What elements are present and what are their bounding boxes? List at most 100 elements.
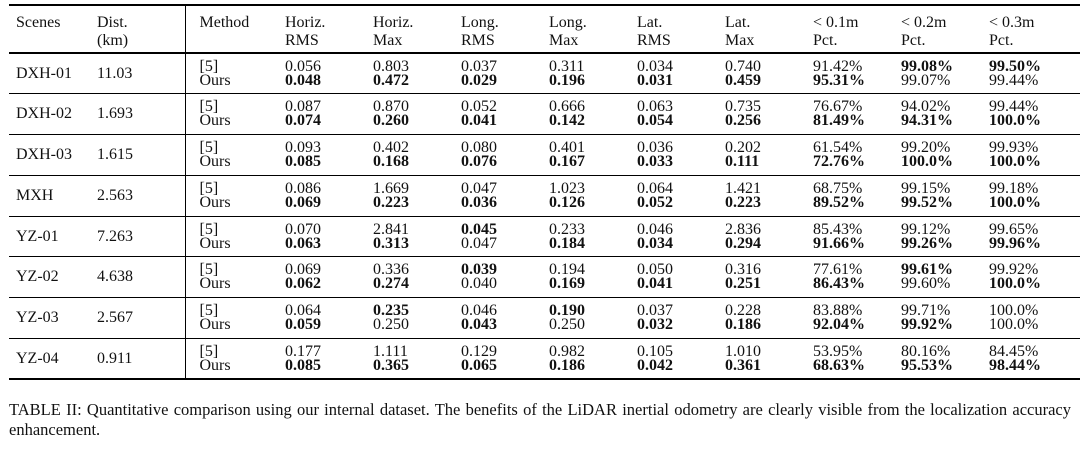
metric-cell: 80.16% 95.53% xyxy=(901,339,989,380)
metric-cell: 0.105 0.042 xyxy=(637,339,725,380)
metric-cell: 0.087 0.074 xyxy=(285,94,373,135)
ours-value: 0.472 xyxy=(373,71,409,89)
method-cell: [5] Ours xyxy=(184,93,285,135)
column-header-line: Method xyxy=(199,14,250,31)
ours-value: 0.294 xyxy=(725,234,761,252)
ours-value: 100.0% xyxy=(989,193,1041,211)
ours-value: 0.365 xyxy=(373,356,409,374)
ours-value: 0.186 xyxy=(549,356,585,374)
baseline-value: 99.61% xyxy=(901,261,953,279)
table-caption: TABLE II: Quantitative comparison using … xyxy=(9,400,1071,439)
baseline-value: 2.836 xyxy=(725,220,761,238)
baseline-value: 80.16% xyxy=(901,342,951,360)
baseline-value: 99.65% xyxy=(989,220,1039,238)
method-label: Ours xyxy=(199,112,231,130)
baseline-value: 0.401 xyxy=(549,138,585,156)
method-label: Ours xyxy=(199,275,231,293)
baseline-value: 0.052 xyxy=(461,98,497,116)
column-header-line: Long. xyxy=(549,14,587,31)
method-cell: [5] Ours xyxy=(184,297,285,339)
ours-value: 89.52% xyxy=(813,193,865,211)
metric-cell: 0.080 0.076 xyxy=(461,135,549,176)
column-header: Lat. RMS xyxy=(637,5,725,53)
metric-cell: 99.92% 100.0% xyxy=(989,257,1080,298)
column-header-line: Max xyxy=(549,32,579,49)
table-header: Scenes Dist. (km) Method Horiz. RMS Horiz. Max L… xyxy=(9,5,1080,53)
column-header-line: < 0.1m xyxy=(813,14,859,31)
ours-value: 0.111 xyxy=(725,152,760,170)
ours-value: 0.036 xyxy=(461,193,497,211)
method-label: [5] xyxy=(199,57,219,75)
metric-cell: 2.841 0.313 xyxy=(373,216,461,257)
baseline-value: 0.037 xyxy=(637,302,673,320)
baseline-value: 91.42% xyxy=(813,57,863,75)
baseline-value: 0.086 xyxy=(285,179,321,197)
metric-cell: 0.063 0.054 xyxy=(637,94,725,135)
column-header-line: Scenes xyxy=(16,14,61,31)
column-header-line: < 0.2m xyxy=(901,14,947,31)
baseline-value: 99.08% xyxy=(901,57,953,75)
method-cell: [5] Ours xyxy=(184,175,285,217)
ours-value: 0.196 xyxy=(549,71,585,89)
metric-cell: 1.111 0.365 xyxy=(373,339,461,380)
method-label: [5] xyxy=(199,138,219,156)
metric-cell: 0.037 0.029 xyxy=(461,53,549,94)
baseline-value: 0.316 xyxy=(725,261,761,279)
metric-cell: 1.023 0.126 xyxy=(549,175,637,216)
metric-cell: 99.12% 99.26% xyxy=(901,216,989,257)
ours-value: 0.041 xyxy=(461,112,497,130)
scene-name: DXH-01 xyxy=(16,64,72,82)
metric-cell: 0.070 0.063 xyxy=(285,216,373,257)
ours-value: 100.0% xyxy=(989,275,1041,293)
metric-cell: 0.034 0.031 xyxy=(637,53,725,94)
ours-value: 0.085 xyxy=(285,152,321,170)
ours-value: 0.186 xyxy=(725,316,761,334)
column-header: Long. RMS xyxy=(461,5,549,53)
baseline-value: 0.063 xyxy=(637,98,673,116)
column-header: < 0.2m Pct. xyxy=(901,5,989,53)
metric-cell: 0.740 0.459 xyxy=(725,53,813,94)
table-row: YZ-02 4.638 [5] Ours 0.069 0.062 0.336 0.274 0.0… xyxy=(9,256,1080,298)
method-label: Ours xyxy=(199,356,231,374)
ours-value: 99.26% xyxy=(901,234,953,252)
ours-value: 95.31% xyxy=(813,71,865,89)
baseline-value: 0.087 xyxy=(285,98,321,116)
distance-value: 0.911 xyxy=(97,349,133,367)
column-header-line: Pct. xyxy=(813,32,838,49)
ours-value: 100.0% xyxy=(989,112,1041,130)
metric-cell: 99.18% 100.0% xyxy=(989,175,1080,216)
baseline-value: 94.02% xyxy=(901,98,951,116)
baseline-value: 0.177 xyxy=(285,342,321,360)
metric-cell: 0.064 0.059 xyxy=(285,298,373,339)
baseline-value: 83.88% xyxy=(813,302,863,320)
column-header-line: Max xyxy=(373,32,403,49)
ours-value: 68.63% xyxy=(813,356,865,374)
ours-value: 0.065 xyxy=(461,356,497,374)
ours-value: 0.361 xyxy=(725,356,761,374)
metric-cell: 1.421 0.223 xyxy=(725,175,813,216)
baseline-value: 99.15% xyxy=(901,179,951,197)
metric-cell: 0.056 0.048 xyxy=(285,53,373,94)
metric-cell: 0.036 0.033 xyxy=(637,135,725,176)
method-cell: [5] Ours xyxy=(184,134,285,176)
metric-cell: 0.233 0.184 xyxy=(549,216,637,257)
ours-value: 0.063 xyxy=(285,234,321,252)
metric-cell: 99.50% 99.44% xyxy=(989,53,1080,94)
metric-cell: 0.316 0.251 xyxy=(725,257,813,298)
ours-value: 0.250 xyxy=(549,316,585,334)
baseline-value: 0.047 xyxy=(461,179,497,197)
column-header: < 0.1m Pct. xyxy=(813,5,901,53)
ours-value: 0.074 xyxy=(285,112,321,130)
ours-value: 86.43% xyxy=(813,275,865,293)
scene-name: YZ-02 xyxy=(16,268,59,286)
column-header-line: Horiz. xyxy=(285,14,326,31)
baseline-value: 0.982 xyxy=(549,342,585,360)
ours-value: 0.033 xyxy=(637,152,673,170)
scene-name: MXH xyxy=(16,186,54,204)
column-header: Horiz. RMS xyxy=(285,5,373,53)
metric-cell: 0.129 0.065 xyxy=(461,339,549,380)
baseline-value: 0.735 xyxy=(725,98,761,116)
column-header-line: Pct. xyxy=(901,32,926,49)
metric-cell: 0.190 0.250 xyxy=(549,298,637,339)
metric-cell: 77.61% 86.43% xyxy=(813,257,901,298)
